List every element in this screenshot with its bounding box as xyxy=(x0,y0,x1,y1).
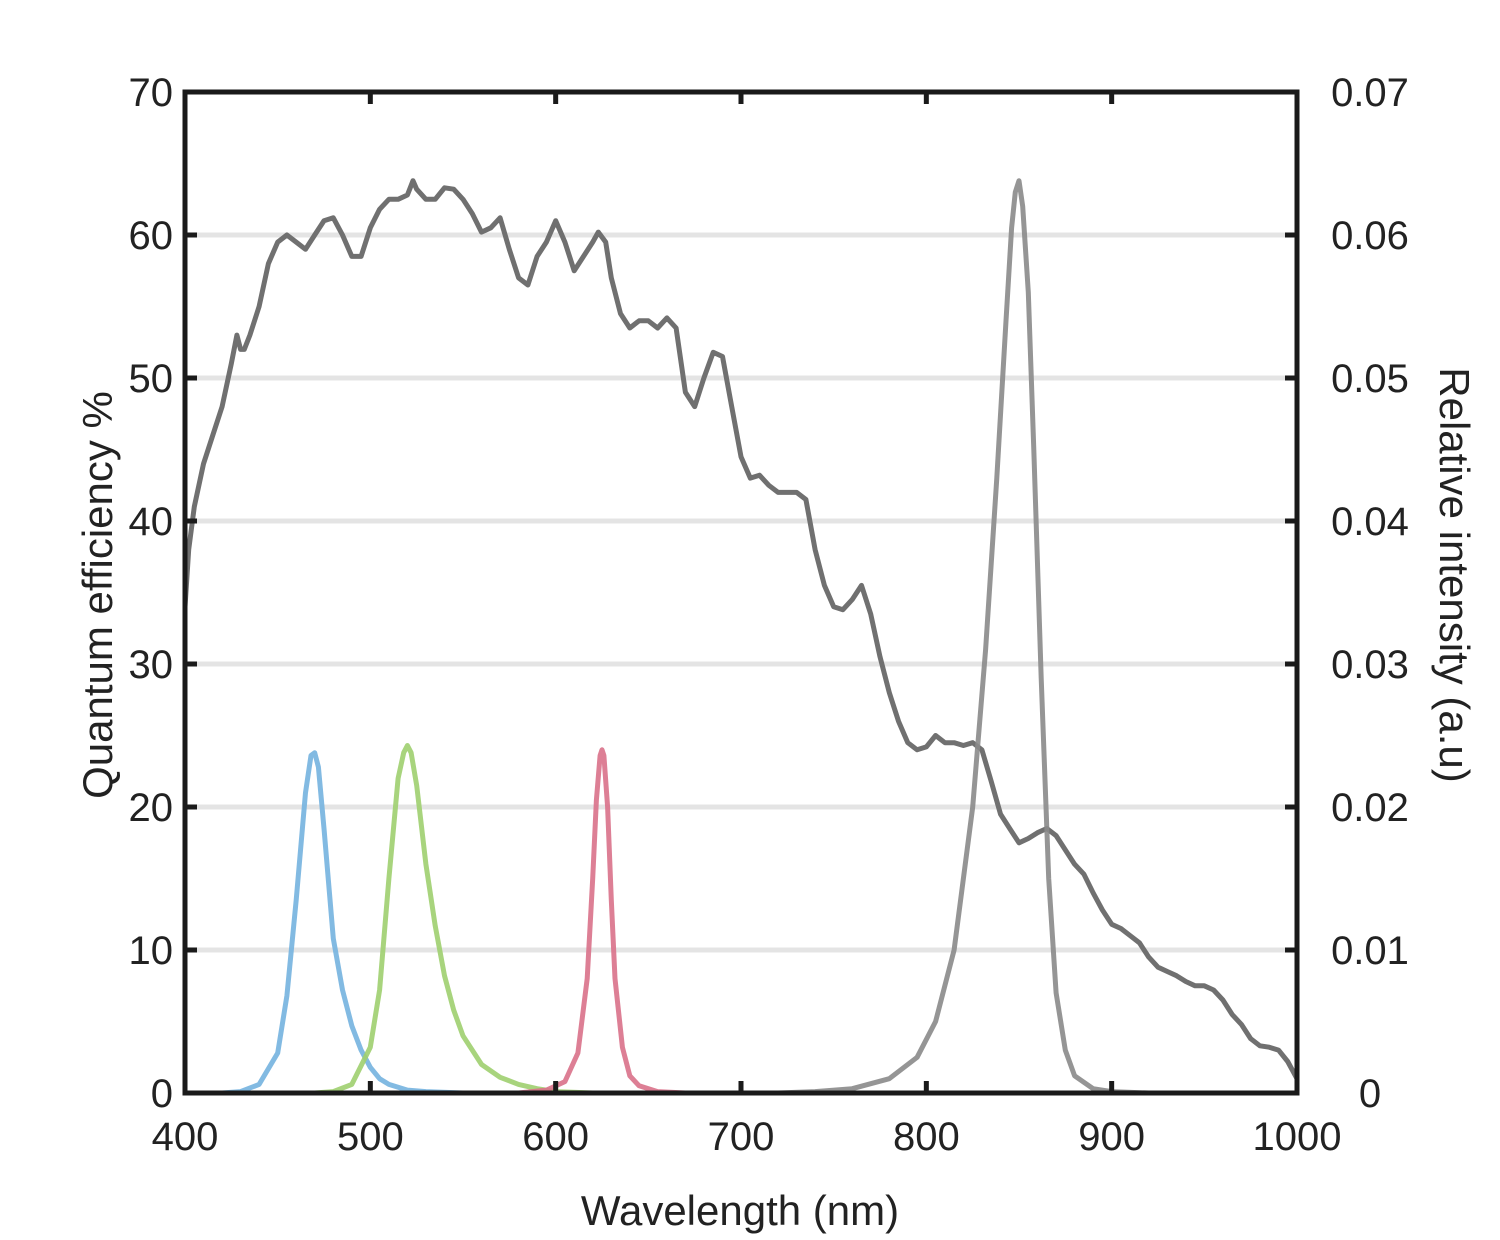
series-line-2 xyxy=(182,743,1300,1096)
y-tick-label: 10 xyxy=(129,929,174,973)
y2-tick-label: 0.06 xyxy=(1331,214,1409,258)
series-line-4 xyxy=(182,178,1300,1096)
y2-tick-label: 0.02 xyxy=(1331,786,1409,830)
series-layer xyxy=(182,178,1300,1096)
x-tick-label: 1000 xyxy=(1253,1115,1342,1159)
y-tick-label: 70 xyxy=(129,71,174,115)
x-tick-label: 900 xyxy=(1078,1115,1145,1159)
y2-tick-label: 0.03 xyxy=(1331,643,1409,687)
y2-tick-label: 0.05 xyxy=(1331,357,1409,401)
y-tick-label: 0 xyxy=(151,1072,173,1116)
y-tick-label: 20 xyxy=(129,786,174,830)
y-tick-label: 60 xyxy=(129,214,174,258)
y-tick-label: 40 xyxy=(129,500,174,544)
x-tick-label: 800 xyxy=(893,1115,960,1159)
y2-tick-label: 0.01 xyxy=(1331,929,1409,973)
x-tick-label: 500 xyxy=(337,1115,404,1159)
y2-axis-label: Relative intensity (a.u) xyxy=(1431,367,1478,783)
tick-labels: 400 500 600 700 800 900 100001020304050607000.… xyxy=(129,71,1409,1159)
plot-frame xyxy=(182,89,1300,1096)
x-tick-label: 400 xyxy=(152,1115,219,1159)
axes xyxy=(182,89,1300,1096)
series-line-1 xyxy=(182,750,1300,1096)
y2-tick-label: 0.07 xyxy=(1331,71,1409,115)
x-axis-label: Wavelength (nm) xyxy=(581,1187,899,1234)
x-tick-label: 600 xyxy=(522,1115,589,1159)
y-tick-label: 50 xyxy=(129,357,174,401)
y2-tick-label: 0.04 xyxy=(1331,500,1409,544)
series-line-0 xyxy=(182,178,1300,1082)
y-tick-label: 30 xyxy=(129,643,174,687)
x-tick-label: 700 xyxy=(708,1115,775,1159)
gridlines xyxy=(185,232,1297,953)
series-line-3 xyxy=(182,747,1300,1096)
y2-tick-label: 0 xyxy=(1359,1072,1381,1116)
y-axis-label: Quantum efficiency % xyxy=(74,391,121,799)
